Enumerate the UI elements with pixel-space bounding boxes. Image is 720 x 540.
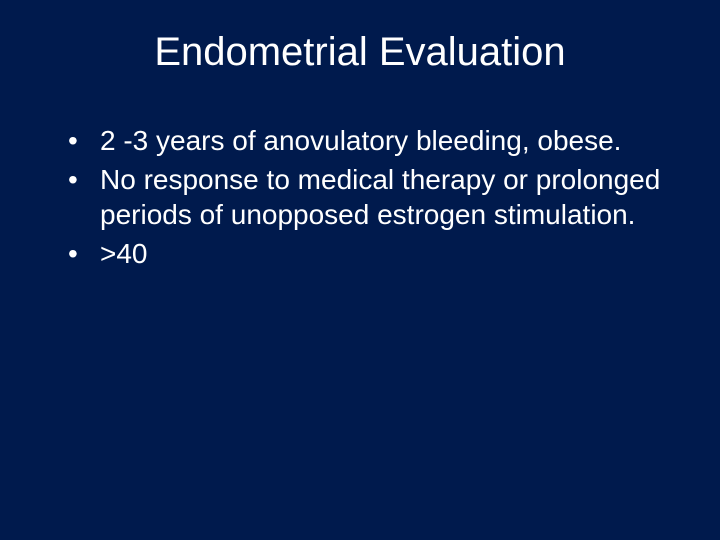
list-item: No response to medical therapy or prolon…: [68, 162, 670, 232]
list-item: >40: [68, 236, 670, 271]
slide-title: Endometrial Evaluation: [50, 30, 670, 75]
list-item: 2 -3 years of anovulatory bleeding, obes…: [68, 123, 670, 158]
bullet-list: 2 -3 years of anovulatory bleeding, obes…: [50, 123, 670, 271]
